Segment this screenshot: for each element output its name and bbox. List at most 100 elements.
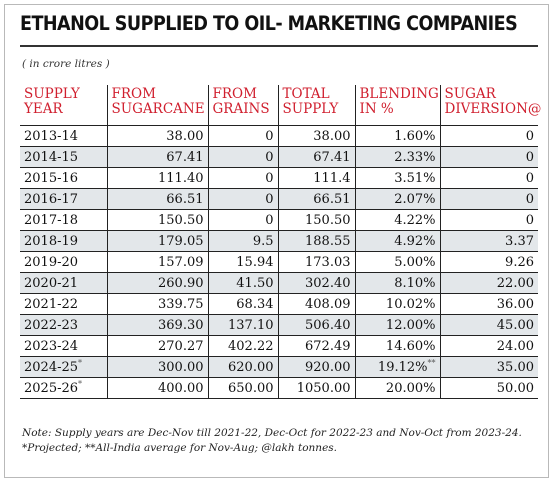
table-row: 2014-15 67.41 0 67.41 2.33% 0 xyxy=(20,146,538,168)
cell-sugar-diversion: 50.00 xyxy=(439,377,538,399)
cell-from-grains: 0 xyxy=(207,125,278,147)
cell-from-sugarcane: 270.27 xyxy=(106,335,208,357)
cell-total-supply: 150.50 xyxy=(277,209,355,231)
cell-from-sugarcane: 300.00 xyxy=(106,356,208,378)
table-row: 2019-20 157.09 15.94 173.03 5.00% 9.26 xyxy=(20,251,538,273)
cell-sugar-diversion: 36.00 xyxy=(439,293,538,315)
cell-blending: 4.92% xyxy=(354,230,440,252)
cell-supply-year: 2013-14 xyxy=(20,125,107,147)
cell-sugar-diversion: 22.00 xyxy=(439,272,538,294)
header-from-sugarcane: FROM SUGARCANE xyxy=(106,85,208,126)
cell-from-grains: 41.50 xyxy=(207,272,278,294)
cell-from-grains: 402.22 xyxy=(207,335,278,357)
cell-total-supply: 1050.00 xyxy=(277,377,355,399)
title-divider xyxy=(20,45,538,47)
cell-supply-year: 2017-18 xyxy=(20,209,107,231)
cell-from-sugarcane: 111.40 xyxy=(106,167,208,189)
ethanol-supply-table: SUPPLY YEAR FROM SUGARCANE FROM GRAINS TOTA… xyxy=(20,85,541,399)
cell-supply-year: 2023-24 xyxy=(20,335,107,357)
cell-from-grains: 0 xyxy=(207,188,278,210)
table-row: 2021-22 339.75 68.34 408.09 10.02% 36.00 xyxy=(20,293,538,315)
cell-sugar-diversion: 3.37 xyxy=(439,230,538,252)
footnote-marker: * xyxy=(78,379,83,389)
cell-from-grains: 0 xyxy=(207,167,278,189)
cell-from-grains: 0 xyxy=(207,209,278,231)
header-total-supply: TOTAL SUPPLY xyxy=(277,85,355,126)
cell-blending: 8.10% xyxy=(354,272,440,294)
table-row: 2024-25* 300.00 620.00 920.00 19.12%** 35.00 xyxy=(20,356,538,378)
cell-blending: 14.60% xyxy=(354,335,440,357)
cell-total-supply: 920.00 xyxy=(277,356,355,378)
cell-supply-year: 2015-16 xyxy=(20,167,107,189)
cell-blending: 4.22% xyxy=(354,209,440,231)
cell-from-grains: 68.34 xyxy=(207,293,278,315)
cell-total-supply: 188.55 xyxy=(277,230,355,252)
footnote-marker: ** xyxy=(427,358,436,368)
cell-from-sugarcane: 38.00 xyxy=(106,125,208,147)
cell-from-grains: 620.00 xyxy=(207,356,278,378)
cell-blending: 2.33% xyxy=(354,146,440,168)
table-row: 2016-17 66.51 0 66.51 2.07% 0 xyxy=(20,188,538,210)
table-row: 2023-24 270.27 402.22 672.49 14.60% 24.00 xyxy=(20,335,538,357)
cell-blending: 19.12%** xyxy=(354,356,440,378)
header-supply-year: SUPPLY YEAR xyxy=(24,86,80,117)
cell-total-supply: 672.49 xyxy=(277,335,355,357)
cell-blending: 2.07% xyxy=(354,188,440,210)
cell-from-grains: 15.94 xyxy=(207,251,278,273)
cell-from-grains: 137.10 xyxy=(207,314,278,336)
cell-total-supply: 408.09 xyxy=(277,293,355,315)
cell-sugar-diversion: 35.00 xyxy=(439,356,538,378)
cell-sugar-diversion: 0 xyxy=(439,146,538,168)
cell-supply-year: 2024-25* xyxy=(20,356,107,378)
cell-from-grains: 9.5 xyxy=(207,230,278,252)
cell-sugar-diversion: 0 xyxy=(439,167,538,189)
cell-supply-year: 2020-21 xyxy=(20,272,107,294)
cell-sugar-diversion: 0 xyxy=(439,188,538,210)
cell-sugar-diversion: 45.00 xyxy=(439,314,538,336)
cell-from-sugarcane: 179.05 xyxy=(106,230,208,252)
cell-sugar-diversion: 0 xyxy=(439,209,538,231)
cell-supply-year: 2022-23 xyxy=(20,314,107,336)
cell-sugar-diversion: 24.00 xyxy=(439,335,538,357)
table-row: 2018-19 179.05 9.5 188.55 4.92% 3.37 xyxy=(20,230,538,252)
cell-from-grains: 0 xyxy=(207,146,278,168)
page-title: ETHANOL SUPPLIED TO OIL- MARKETING COMPA… xyxy=(20,12,518,35)
table-row: 2025-26* 400.00 650.00 1050.00 20.00% 50.00 xyxy=(20,377,538,399)
cell-blending: 10.02% xyxy=(354,293,440,315)
cell-supply-year: 2021-22 xyxy=(20,293,107,315)
header-blending: BLENDING IN % xyxy=(354,85,440,126)
cell-sugar-diversion: 0 xyxy=(439,125,538,147)
footnote-line-2: *Projected; **All-India average for Nov-… xyxy=(22,442,338,454)
cell-from-sugarcane: 150.50 xyxy=(106,209,208,231)
header-sugar-diversion: SUGAR DIVERSION@ xyxy=(439,85,541,126)
cell-supply-year: 2016-17 xyxy=(20,188,107,210)
cell-supply-year: 2025-26* xyxy=(20,377,107,399)
table-row: 2017-18 150.50 0 150.50 4.22% 0 xyxy=(20,209,538,231)
table-row: 2013-14 38.00 0 38.00 1.60% 0 xyxy=(20,125,538,147)
cell-blending: 20.00% xyxy=(354,377,440,399)
cell-blending: 1.60% xyxy=(354,125,440,147)
table-row: 2015-16 111.40 0 111.4 3.51% 0 xyxy=(20,167,538,189)
cell-total-supply: 66.51 xyxy=(277,188,355,210)
footnote-line-1: Note: Supply years are Dec-Nov till 2021… xyxy=(22,427,522,439)
footnote: Note: Supply years are Dec-Nov till 2021… xyxy=(22,426,542,456)
cell-blending: 12.00% xyxy=(354,314,440,336)
cell-from-sugarcane: 67.41 xyxy=(106,146,208,168)
cell-from-sugarcane: 260.90 xyxy=(106,272,208,294)
graphic-frame xyxy=(4,4,549,478)
cell-blending: 5.00% xyxy=(354,251,440,273)
cell-total-supply: 302.40 xyxy=(277,272,355,294)
cell-total-supply: 111.4 xyxy=(277,167,355,189)
cell-from-sugarcane: 369.30 xyxy=(106,314,208,336)
unit-label: ( in crore litres ) xyxy=(22,58,110,70)
cell-from-grains: 650.00 xyxy=(207,377,278,399)
cell-blending: 3.51% xyxy=(354,167,440,189)
cell-total-supply: 67.41 xyxy=(277,146,355,168)
cell-total-supply: 38.00 xyxy=(277,125,355,147)
footnote-marker: * xyxy=(78,358,83,368)
table-row: 2022-23 369.30 137.10 506.40 12.00% 45.00 xyxy=(20,314,538,336)
cell-from-sugarcane: 400.00 xyxy=(106,377,208,399)
cell-sugar-diversion: 9.26 xyxy=(439,251,538,273)
cell-total-supply: 173.03 xyxy=(277,251,355,273)
table-row: 2020-21 260.90 41.50 302.40 8.10% 22.00 xyxy=(20,272,538,294)
